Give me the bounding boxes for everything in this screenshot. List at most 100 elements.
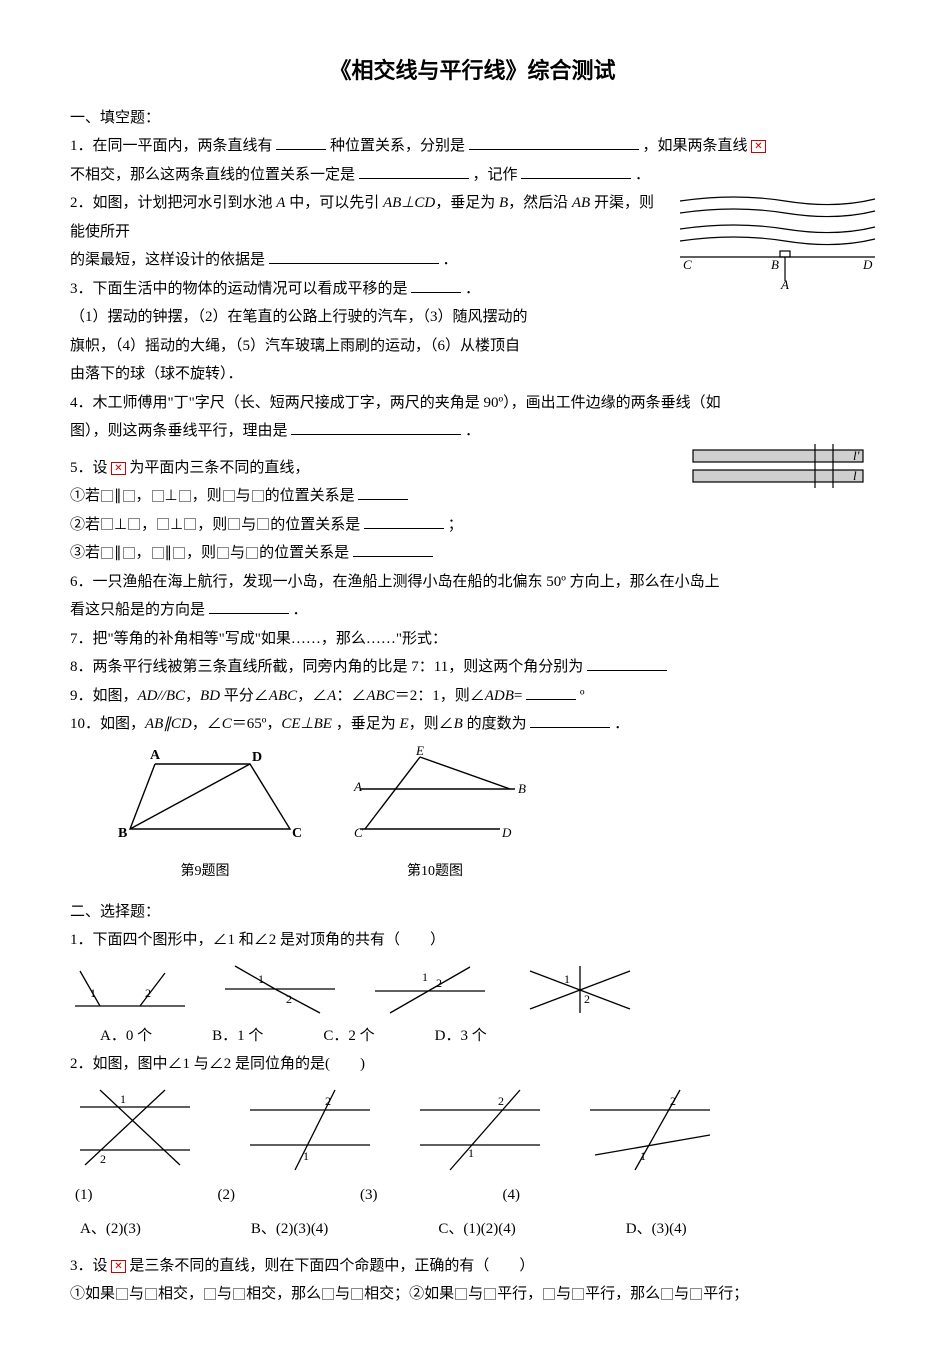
t: 平分∠ [220,688,269,704]
t: AD//BC [138,688,186,704]
blank[interactable] [359,163,469,179]
placeholder-icon [257,518,269,530]
t: ⊥ [170,517,183,533]
placeholder-icon [128,518,140,530]
opt-a[interactable]: A．0 个 [100,1022,152,1051]
fig9: A D B C 第9题图 [110,749,300,886]
placeholder-icon [123,547,135,559]
t: 的位置关系是 [270,517,360,533]
section2-head: 二、选择题： [70,898,875,927]
q8: 8．两条平行线被第三条直线所截，同旁内角的比是 7：11，则这两个角分别为 [70,653,875,682]
q1-text-d: 不相交，那么这两条直线的位置关系一定是 [70,167,355,183]
opt-c[interactable]: C．2 个 [323,1022,374,1051]
t: 与 [230,545,245,561]
placeholder-icon [145,1288,157,1300]
blank[interactable] [587,655,667,671]
placeholder-icon [455,1288,467,1300]
s2q3-line1: 3．设 ✕ 是三条不同的直线，则在下面四个命题中，正确的有（ ） [70,1252,875,1281]
t: 的渠最短，这样设计的依据是 [70,252,265,268]
t: ⊥ [165,488,178,504]
blank[interactable] [411,277,461,293]
placeholder-icon [152,547,164,559]
t: 的度数为 [463,716,527,732]
tsquare-figure: l' l [685,440,875,523]
svg-text:B: B [771,257,779,272]
t: ∥ [165,545,173,561]
placeholder-icon [123,490,135,502]
placeholder-icon [690,1288,702,1300]
placeholder-icon [157,518,169,530]
t: 看这只船是的方向是 [70,602,205,618]
t: ． [293,602,308,618]
svg-text:A: A [150,748,161,763]
q3-line4: 由落下的球（球不旋转）． [70,360,875,389]
q6-line2: 看这只船是的方向是 ． [70,596,875,625]
opt-d[interactable]: D．3 个 [435,1022,487,1051]
placeholder-icon [543,1288,555,1300]
opt-b[interactable]: B、(2)(3)(4) [251,1215,328,1244]
opt-b[interactable]: B．1 个 [212,1022,263,1051]
blank[interactable] [469,134,639,150]
placeholder-icon [223,490,235,502]
t: ①如果 [70,1286,115,1302]
blank[interactable] [521,163,631,179]
placeholder-icon [179,490,191,502]
t: ，则 [192,488,222,504]
q4-line1: 4．木工师傅用"丁"字尺（长、短两尺接成丁字，两尺的夹角是 90º），画出工件边… [70,389,875,418]
blank[interactable] [276,134,326,150]
blank[interactable] [353,541,433,557]
placeholder-icon [101,490,113,502]
t: ②若 [70,517,100,533]
t: 平行，那么 [585,1286,660,1302]
opt-a[interactable]: A、(2)(3) [80,1215,141,1244]
blank[interactable] [291,419,461,435]
t: BD [200,688,220,704]
s2q1-fig3: 1 2 [370,961,490,1016]
svg-text:A: A [353,779,362,794]
blank[interactable] [269,248,439,264]
t: ABC [366,688,394,704]
t: ，垂足为 [332,716,400,732]
t: ⊥ [114,517,127,533]
t: 是三条不同的直线，则在下面四个命题中，正确的有（ ） [129,1258,534,1274]
t: ，则∠ [409,716,454,732]
t: ，∠ [192,716,222,732]
opt-d[interactable]: D、(3)(4) [626,1215,687,1244]
svg-text:D: D [252,750,262,765]
t: 相交；②如果 [364,1286,454,1302]
q1-text-e: ，记作 [473,167,518,183]
t: E [399,716,408,732]
q9: 9．如图，AD//BC，BD 平分∠ABC，∠A：∠ABC＝2：1，则∠ADB=… [70,682,875,711]
blank[interactable] [209,598,289,614]
t: ． [614,716,629,732]
placeholder-icon [101,518,113,530]
placeholder-icon [228,518,240,530]
t: 与 [129,1286,144,1302]
svg-text:2: 2 [286,992,292,1006]
opt-c[interactable]: C、(1)(2)(4) [438,1215,515,1244]
s2q1-options: A．0 个 B．1 个 C．2 个 D．3 个 [100,1022,875,1051]
svg-text:1: 1 [120,1092,126,1106]
svg-text:C: C [354,825,363,840]
t: ． [465,423,480,439]
t: ， [136,545,151,561]
s2q2-fig2: 2 1 [240,1085,380,1175]
blank[interactable] [358,484,408,500]
blank[interactable] [526,684,576,700]
t: AB∥CD [145,716,192,732]
figures-9-10: A D B C 第9题图 E A B C D 第10题图 [110,749,875,886]
placeholder-icon [252,490,264,502]
t: ． [443,252,458,268]
t: ADB [485,688,514,704]
svg-text:C: C [683,257,692,272]
q1-text-a: 1．在同一平面内，两条直线有 [70,138,273,154]
svg-text:2: 2 [436,976,442,990]
placeholder-icon [116,1288,128,1300]
q3-line2: （1）摆动的钟摆，（2）在笔直的公路上行驶的汽车，（3）随风摆动的 [70,303,875,332]
blank[interactable] [364,513,444,529]
blank[interactable] [530,712,610,728]
t: 5．设 [70,460,111,476]
t: ，则 [186,545,216,561]
t: 相交， [158,1286,203,1302]
t: ； [448,517,463,533]
